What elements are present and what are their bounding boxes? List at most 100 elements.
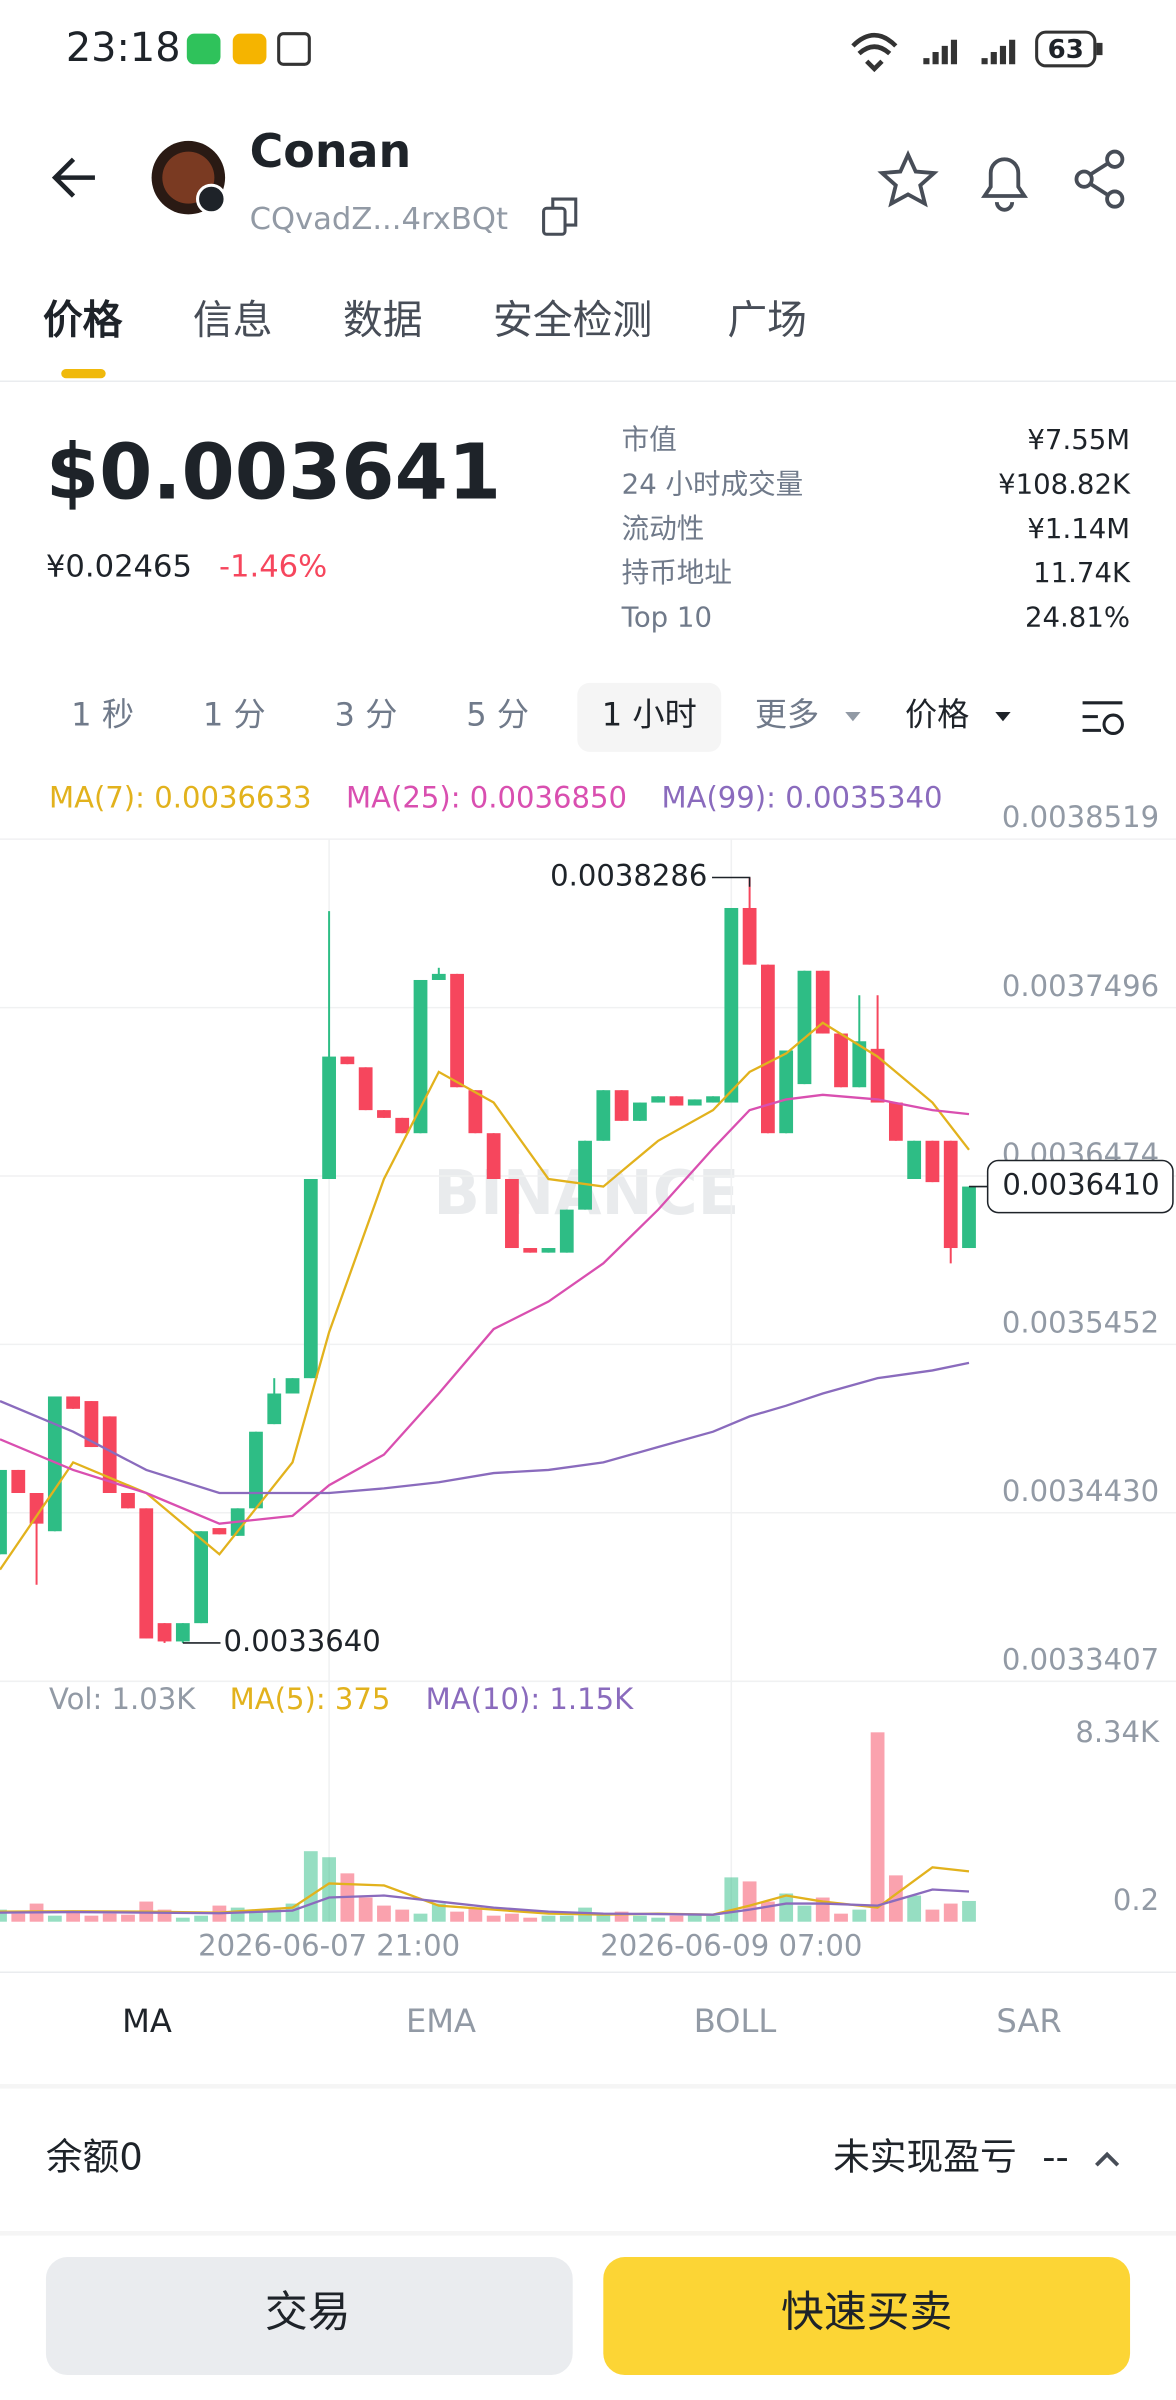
low-label: 0.0033640 xyxy=(224,1624,381,1658)
interval-option[interactable]: 3 分 xyxy=(335,696,398,734)
token-avatar xyxy=(151,140,227,215)
volume-bar xyxy=(358,1897,373,1922)
tab[interactable]: 信息 xyxy=(193,298,273,344)
candle-body xyxy=(377,1110,391,1118)
volume-bar xyxy=(779,1893,794,1922)
pnl-value: -- xyxy=(1042,2136,1069,2179)
quick-trade-button-label: 快速买卖 xyxy=(781,2288,952,2338)
candle-body xyxy=(797,970,812,1085)
candle-body xyxy=(907,1140,922,1179)
last-price-label: 0.0036410 xyxy=(1002,1168,1159,1202)
interval-selected-bg xyxy=(577,682,722,752)
stat-value: 11.74K xyxy=(1033,557,1131,589)
price-change: -1.46% xyxy=(219,550,327,585)
candle-body xyxy=(559,1209,574,1253)
volume-bar xyxy=(66,1911,81,1922)
candle-body xyxy=(340,1056,355,1065)
stat-value: 24.81% xyxy=(1025,602,1130,634)
volume-bar xyxy=(925,1909,940,1922)
candle-body xyxy=(0,1469,7,1555)
expand-button[interactable] xyxy=(1095,2151,1120,2167)
ma-line xyxy=(0,1888,970,1916)
indicator-tab[interactable]: SAR xyxy=(996,2002,1061,2040)
favorite-button[interactable] xyxy=(877,150,939,208)
volume-bar xyxy=(102,1913,117,1922)
indicator-bar: MA EMA BOLL SAR xyxy=(122,2002,1062,2040)
candle-body xyxy=(468,1090,483,1134)
candle-body xyxy=(267,1393,282,1425)
candle-body xyxy=(249,1431,263,1509)
volume-bar xyxy=(249,1911,263,1922)
quick-trade-button[interactable] xyxy=(603,2257,1131,2375)
volume-bar xyxy=(541,1915,556,1922)
volume-bar xyxy=(322,1857,336,1922)
candle-body xyxy=(633,1102,647,1121)
tab[interactable]: 安全检测 xyxy=(493,298,652,344)
volume-bar xyxy=(267,1909,282,1922)
volume-ma-legend: MA(5): 375 xyxy=(230,1682,391,1716)
trade-button[interactable] xyxy=(45,2257,573,2375)
candle-body xyxy=(888,1102,903,1141)
candle-body xyxy=(815,970,830,1034)
chart-settings-button[interactable] xyxy=(1082,701,1124,735)
candle-body xyxy=(157,1623,172,1642)
ma-legend: MA(25): 0.0036850 xyxy=(346,780,627,814)
volume-bar xyxy=(175,1917,190,1922)
y-tick-label: 0.0035452 xyxy=(1002,1305,1159,1339)
indicator-tab[interactable]: MA xyxy=(122,2002,172,2040)
candle-body xyxy=(614,1090,629,1121)
volume-bar xyxy=(121,1914,135,1922)
candle-body xyxy=(925,1140,940,1183)
candle-body xyxy=(303,1178,318,1379)
interval-option[interactable]: 1 秒 xyxy=(71,696,134,734)
stat-label: 持币地址 xyxy=(622,557,732,589)
back-button[interactable] xyxy=(51,157,95,198)
volume-bar xyxy=(651,1917,666,1922)
alert-button[interactable] xyxy=(981,157,1028,212)
ma-line xyxy=(0,1021,970,1571)
candle-body xyxy=(852,1041,867,1088)
candle-body xyxy=(413,979,428,1134)
candle-body xyxy=(651,1096,666,1103)
volume-bar xyxy=(11,1913,26,1922)
high-marker xyxy=(712,876,751,887)
candle-body xyxy=(450,973,464,1088)
candle-body xyxy=(84,1401,99,1448)
candle-body xyxy=(358,1067,373,1111)
price-usd: $0.003641 xyxy=(46,429,501,518)
candle-body xyxy=(11,1469,26,1494)
interval-option[interactable]: 价格 xyxy=(905,696,969,734)
ma-line xyxy=(0,1361,970,1495)
tab-indicator xyxy=(61,369,106,379)
stat-value: ¥108.82K xyxy=(998,468,1131,500)
candle-body xyxy=(541,1248,556,1253)
tab[interactable]: 广场 xyxy=(727,298,807,344)
share-button[interactable] xyxy=(1074,149,1125,209)
interval-option[interactable]: 1 小时 xyxy=(602,696,697,734)
volume-tick-label: 0.2 xyxy=(1113,1883,1159,1917)
volume-bar xyxy=(0,1909,7,1922)
interval-option[interactable]: 1 分 xyxy=(203,696,266,734)
ma-legend: MA(7): 0.0036633 xyxy=(49,780,311,814)
tab[interactable]: 价格 xyxy=(43,298,124,344)
indicator-tab[interactable]: EMA xyxy=(406,2002,476,2040)
tab[interactable]: 数据 xyxy=(343,298,423,344)
candle-body xyxy=(139,1508,154,1639)
indicator-tab[interactable]: BOLL xyxy=(694,2002,777,2040)
volume-bar xyxy=(523,1917,538,1922)
ma-line xyxy=(0,1093,970,1525)
y-tick-label: 0.0037496 xyxy=(1002,969,1159,1003)
volume-bar xyxy=(450,1911,464,1922)
candle-body xyxy=(212,1528,227,1535)
candle-body xyxy=(943,1140,958,1249)
interval-option[interactable]: 5 分 xyxy=(466,696,529,734)
interval-option[interactable]: 更多 xyxy=(755,696,819,734)
candle-body xyxy=(578,1140,592,1210)
candle-body xyxy=(687,1099,702,1106)
copy-button[interactable] xyxy=(542,197,578,236)
volume-bar xyxy=(395,1909,410,1922)
candle-body xyxy=(431,973,446,980)
volume-bar xyxy=(706,1915,720,1922)
